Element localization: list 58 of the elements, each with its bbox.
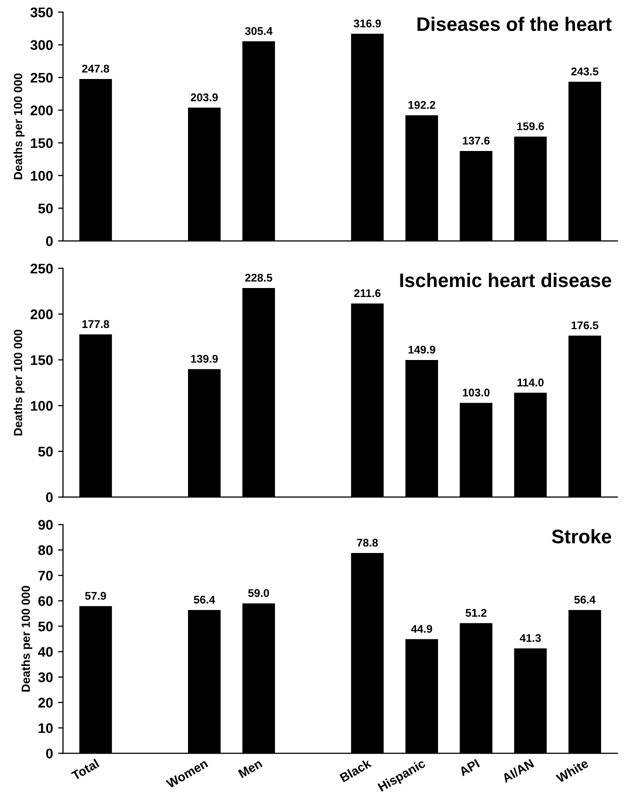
y-tick-label: 300 (30, 40, 53, 50)
data-label: 247.8 (82, 64, 110, 73)
data-label: 177.8 (82, 320, 110, 328)
data-label: 192.2 (408, 101, 436, 109)
y-tick-label: 50 (38, 446, 53, 457)
y-tick-label: 0 (46, 748, 53, 758)
y-tick-label: 200 (30, 309, 53, 320)
y-axis-title: Deaths per 100 000 (21, 586, 32, 692)
data-label: 137.6 (462, 136, 490, 145)
y-tick-label: 200 (30, 106, 53, 116)
data-label: 56.4 (194, 596, 216, 604)
data-label: 59.0 (248, 589, 270, 597)
data-label: 56.4 (574, 596, 596, 604)
y-tick-label: 350 (30, 7, 53, 18)
data-label: 243.5 (571, 68, 598, 76)
data-label: 211.6 (354, 289, 381, 298)
y-tick-label: 30 (38, 672, 53, 682)
chart-title: Ischemic heart disease (400, 272, 612, 288)
y-tick-label: 20 (38, 698, 53, 708)
data-label: 51.2 (466, 608, 486, 617)
y-axis-title: Deaths per 100 000 (14, 330, 25, 436)
data-label: 203.9 (190, 93, 218, 102)
y-tick-label: 100 (30, 170, 53, 181)
x-tick-label: Men (238, 758, 263, 778)
y-tick-label: 70 (38, 570, 53, 581)
data-label: 103.0 (462, 388, 490, 397)
data-label: 176.5 (572, 321, 598, 330)
x-tick-label: White (555, 758, 590, 784)
y-tick-label: 90 (38, 520, 53, 530)
data-label: 139.9 (191, 354, 218, 363)
y-tick-label: 250 (30, 264, 53, 274)
data-label: 57.9 (85, 592, 106, 600)
y-tick-label: 40 (38, 646, 53, 657)
chart-title: Stroke (552, 529, 612, 544)
y-tick-label: 60 (38, 596, 53, 606)
data-label: 316.9 (354, 20, 381, 28)
x-tick-label: Total (70, 758, 100, 781)
x-tick-label: API (458, 758, 480, 776)
data-label: 228.5 (245, 274, 272, 282)
y-tick-label: 50 (38, 204, 53, 214)
data-label: 41.3 (520, 634, 541, 642)
chart-title: Diseases of the heart (418, 16, 612, 32)
y-tick-label: 50 (38, 622, 53, 632)
data-label: 149.9 (408, 346, 436, 354)
data-label: 159.6 (517, 122, 544, 130)
y-tick-label: 80 (38, 545, 53, 556)
y-tick-label: 250 (30, 72, 53, 83)
y-tick-label: 0 (46, 236, 53, 246)
y-tick-label: 150 (30, 355, 53, 366)
y-tick-label: 150 (30, 138, 53, 148)
y-tick-label: 100 (30, 400, 53, 411)
y-tick-label: 10 (38, 723, 53, 734)
data-label: 44.9 (411, 624, 432, 633)
y-axis-title: Deaths per 100 000 (14, 74, 25, 180)
data-label: 114.0 (518, 378, 544, 386)
data-label: 78.8 (357, 538, 378, 547)
y-tick-label: 0 (46, 492, 53, 502)
data-label: 305.4 (245, 27, 273, 35)
